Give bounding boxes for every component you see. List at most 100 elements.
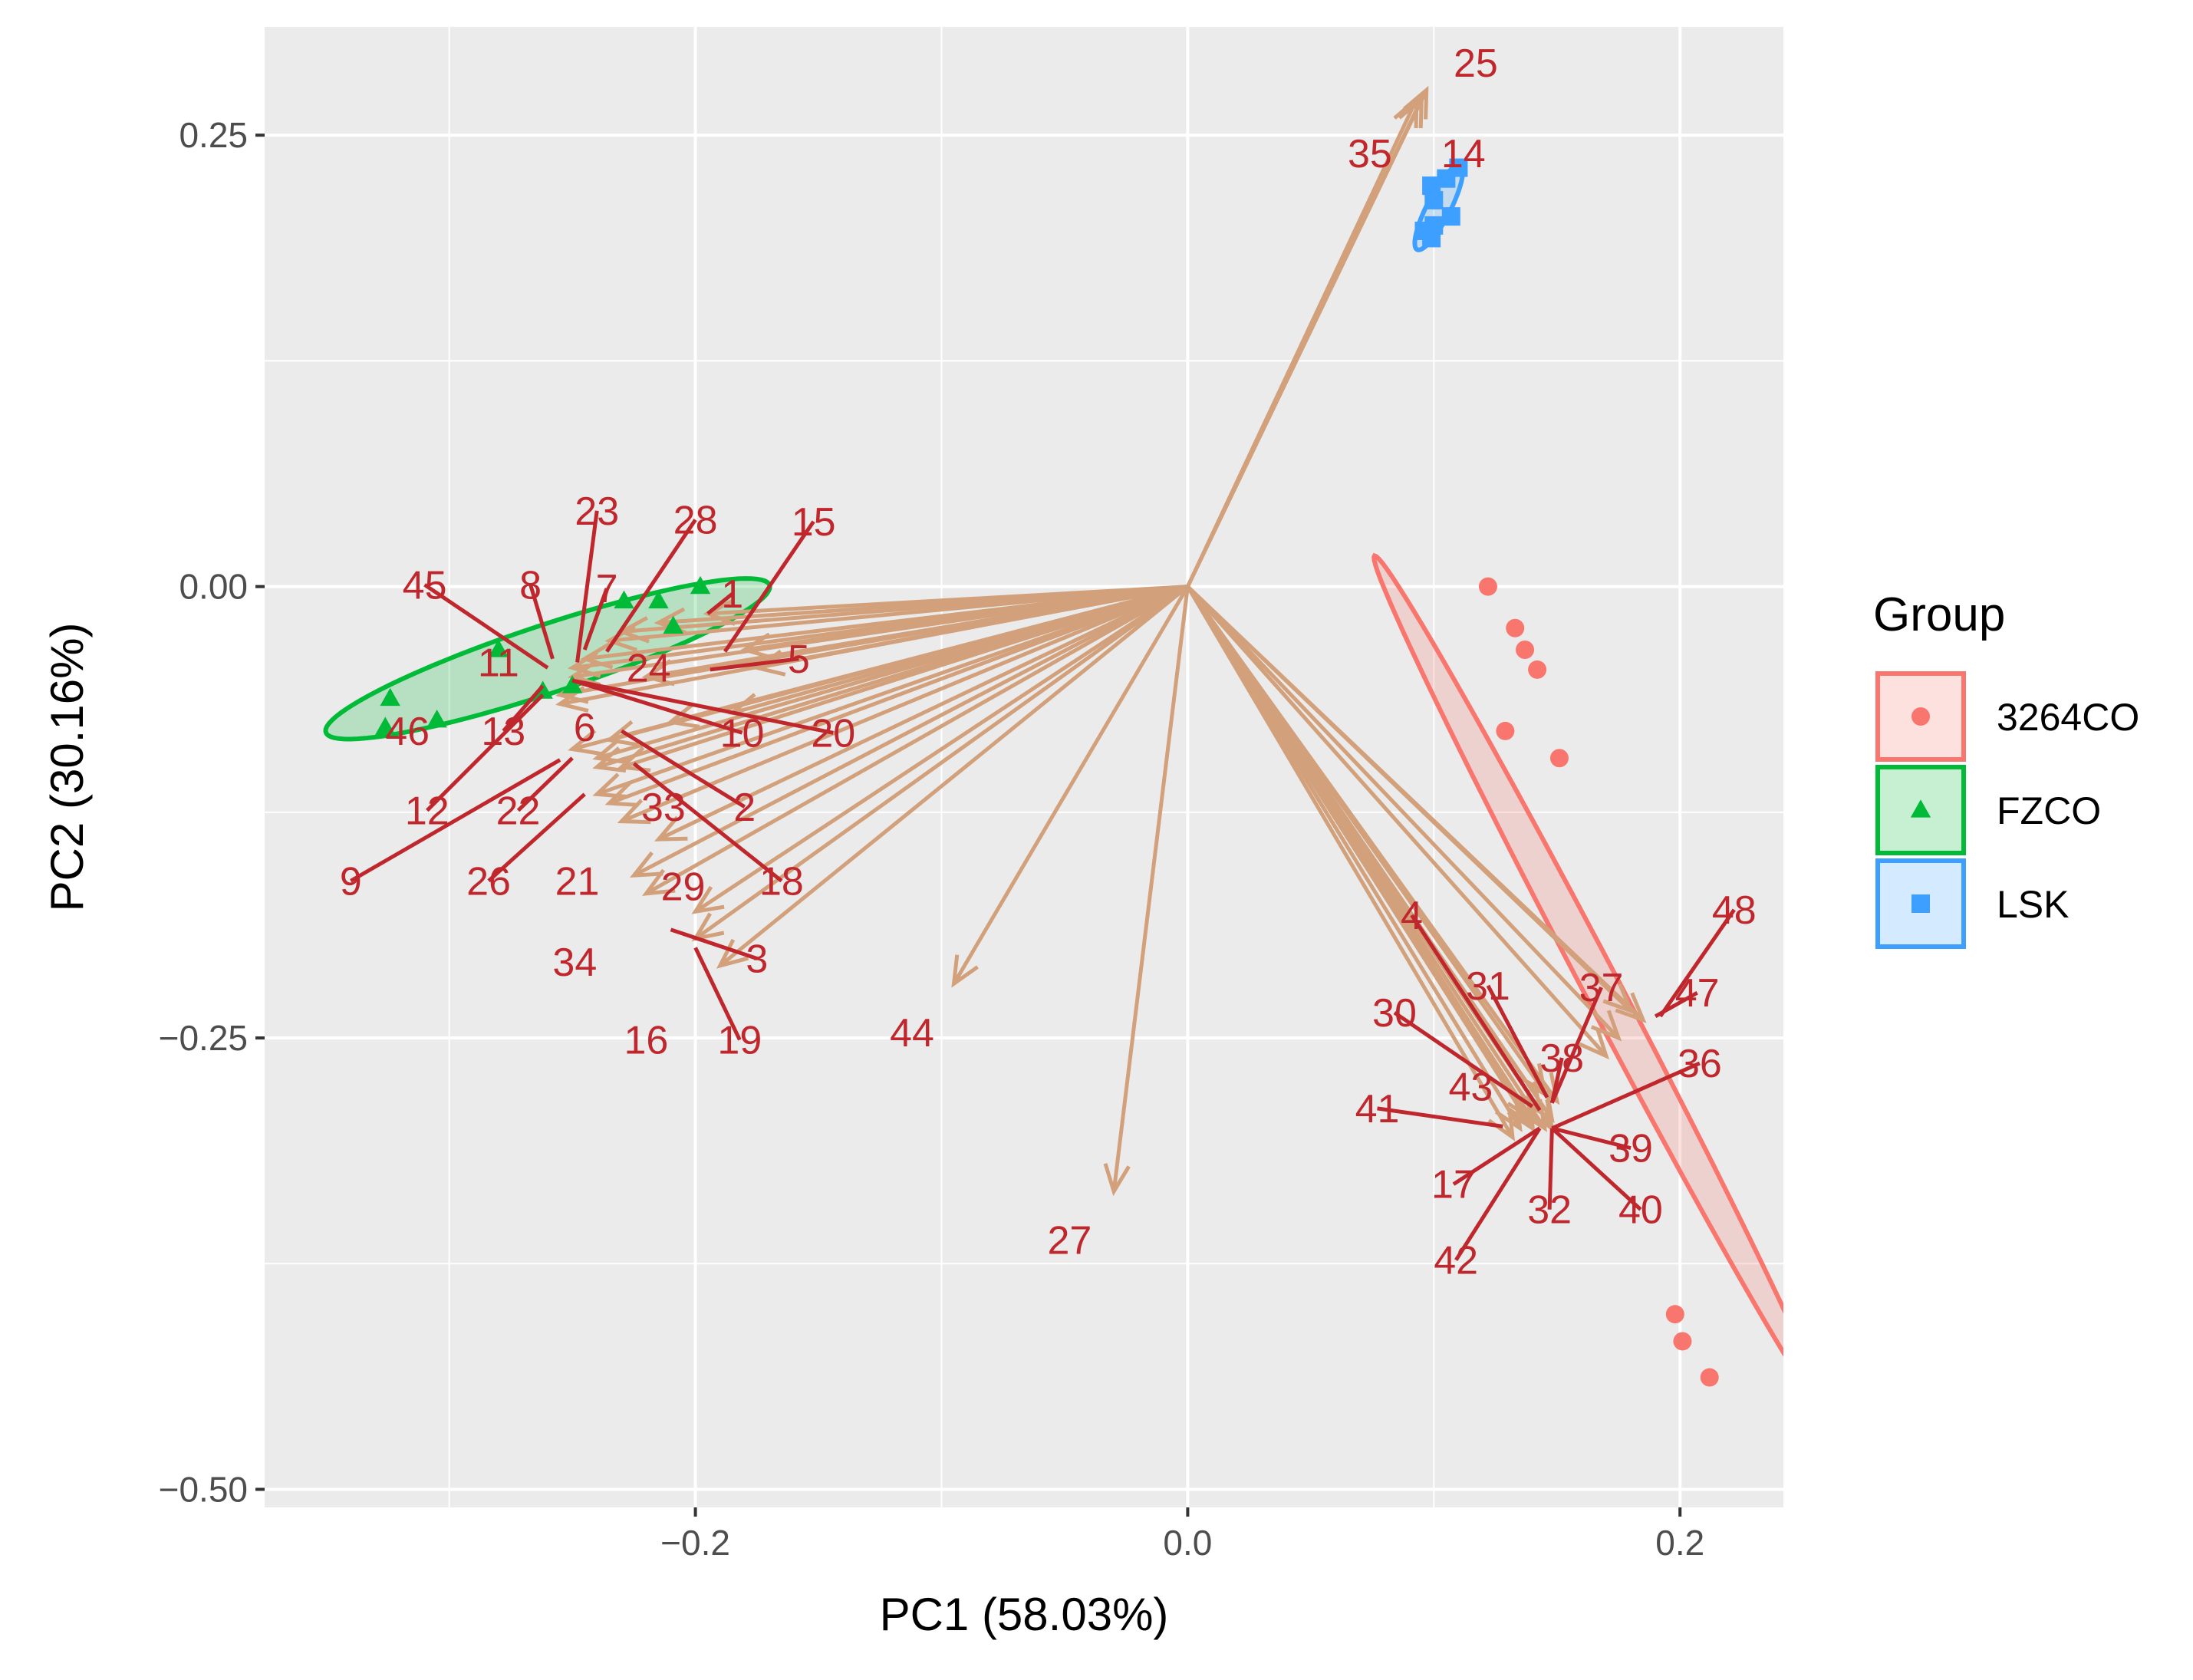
loading-arrowhead-44 bbox=[951, 954, 979, 988]
leader-line-17 bbox=[1452, 1126, 1541, 1186]
point-lsk bbox=[1441, 207, 1460, 226]
point-3264co bbox=[1549, 749, 1569, 768]
leader-line-42 bbox=[1454, 1127, 1542, 1261]
x-axis-title: PC1 (58.03%) bbox=[880, 1589, 1169, 1640]
legend-marker-lsk bbox=[1911, 894, 1930, 913]
loading-arrowhead-35 bbox=[1393, 94, 1419, 129]
variable-label-13: 13 bbox=[481, 710, 525, 754]
loading-arrowhead-12 bbox=[592, 746, 627, 773]
plot-panel bbox=[265, 27, 1783, 1507]
variable-label-6: 6 bbox=[574, 706, 596, 750]
variable-label-25: 25 bbox=[1454, 41, 1498, 86]
point-3264co bbox=[1528, 660, 1547, 679]
point-lsk bbox=[1424, 190, 1444, 209]
leader-line-22 bbox=[516, 756, 574, 812]
variable-label-34: 34 bbox=[552, 940, 597, 985]
point-3264co bbox=[1673, 1332, 1692, 1351]
point-3264co bbox=[1700, 1368, 1719, 1387]
variable-label-45: 45 bbox=[403, 563, 447, 608]
variable-label-1: 1 bbox=[721, 572, 743, 617]
leader-line-2 bbox=[621, 729, 746, 809]
y-tick-label: −0.50 bbox=[159, 1469, 248, 1509]
x-tick-label: −0.2 bbox=[660, 1523, 730, 1563]
leader-line-4 bbox=[1410, 914, 1542, 1112]
legend-label-lsk: LSK bbox=[1997, 883, 2070, 926]
loading-arrow-29 bbox=[633, 585, 1189, 878]
leader-line-18 bbox=[632, 762, 783, 883]
loading-arrow-22 bbox=[571, 585, 1189, 751]
leader-line-45 bbox=[423, 583, 549, 670]
variable-label-46: 46 bbox=[385, 710, 430, 754]
loading-arrow-38 bbox=[1186, 585, 1559, 1102]
loading-arrowhead-27 bbox=[1103, 1163, 1131, 1197]
variable-label-23: 23 bbox=[575, 489, 619, 534]
variable-label-15: 15 bbox=[792, 500, 836, 545]
variable-label-36: 36 bbox=[1678, 1042, 1722, 1086]
sample-points bbox=[375, 158, 1719, 1387]
loading-arrowhead-41 bbox=[1494, 1099, 1523, 1132]
loading-arrow-26 bbox=[608, 585, 1189, 805]
loading-arrow-33 bbox=[621, 585, 1189, 769]
legend-marker-3264co bbox=[1911, 707, 1930, 726]
loading-arrowhead-26 bbox=[604, 781, 639, 807]
variable-label-32: 32 bbox=[1527, 1188, 1572, 1233]
loading-arrow-44 bbox=[952, 585, 1190, 985]
point-fzco bbox=[375, 716, 396, 735]
y-tick-label: 0.00 bbox=[179, 567, 248, 607]
variable-label-11: 11 bbox=[478, 641, 519, 685]
leader-line-19 bbox=[693, 947, 742, 1041]
ellipse-3264co bbox=[1371, 552, 1783, 1357]
variable-label-29: 29 bbox=[661, 865, 706, 909]
leader-line-23 bbox=[575, 510, 599, 663]
leader-line-5 bbox=[710, 657, 799, 672]
leader-line-13 bbox=[502, 684, 545, 733]
variable-label-40: 40 bbox=[1618, 1188, 1663, 1233]
loading-arrow-43 bbox=[1186, 585, 1534, 1126]
leader-line-9 bbox=[350, 758, 561, 883]
grid-minor bbox=[265, 27, 1783, 1507]
label-leader-lines bbox=[350, 510, 1736, 1261]
legend-marker-fzco bbox=[1910, 799, 1931, 818]
leader-line-30 bbox=[1393, 1011, 1534, 1108]
variable-label-27: 27 bbox=[1047, 1219, 1092, 1263]
variable-label-2: 2 bbox=[733, 786, 756, 830]
leader-line-38 bbox=[1549, 1057, 1564, 1104]
point-3264co bbox=[1478, 577, 1497, 596]
legend-label-3264co: 3264CO bbox=[1997, 696, 2139, 739]
loading-arrow-16 bbox=[694, 585, 1189, 914]
loading-arrow-42 bbox=[1186, 585, 1515, 1138]
point-fzco bbox=[488, 639, 509, 657]
leader-line-36 bbox=[1551, 1061, 1701, 1131]
y-tick-labels: 0.25 0.00 −0.25 −0.50 bbox=[159, 115, 248, 1509]
variable-label-16: 16 bbox=[624, 1018, 668, 1062]
y-tick-label: 0.25 bbox=[179, 115, 248, 155]
loading-arrow-37 bbox=[1186, 585, 1620, 1039]
leader-line-26 bbox=[487, 792, 586, 883]
point-fzco bbox=[561, 675, 583, 693]
loading-arrowhead-1 bbox=[703, 598, 736, 626]
point-fzco bbox=[663, 615, 683, 634]
leader-line-28 bbox=[604, 519, 697, 653]
variable-label-22: 22 bbox=[496, 789, 541, 833]
y-axis-title: PC2 (30.16%) bbox=[41, 623, 93, 912]
loading-arrowhead-39 bbox=[1526, 1090, 1555, 1124]
point-fzco bbox=[648, 590, 669, 609]
loading-arrowhead-37 bbox=[1590, 1010, 1622, 1042]
axis-ticks bbox=[255, 133, 1682, 1517]
variable-label-30: 30 bbox=[1372, 991, 1417, 1036]
variable-label-20: 20 bbox=[811, 711, 855, 756]
variable-label-39: 39 bbox=[1609, 1127, 1653, 1171]
variable-label-8: 8 bbox=[519, 563, 542, 608]
loading-arrow-36 bbox=[1186, 585, 1608, 1058]
leader-line-15 bbox=[723, 520, 815, 653]
leader-line-39 bbox=[1551, 1126, 1632, 1151]
variable-label-26: 26 bbox=[466, 859, 511, 904]
leader-line-1 bbox=[706, 592, 734, 615]
variable-label-21: 21 bbox=[555, 859, 600, 904]
point-3264co bbox=[1665, 1305, 1684, 1324]
leader-line-48 bbox=[1658, 908, 1736, 1018]
loading-arrowhead-29 bbox=[629, 851, 663, 878]
loading-arrow-18 bbox=[657, 585, 1189, 842]
point-fzco bbox=[690, 575, 711, 595]
legend-label-fzco: FZCO bbox=[1997, 789, 2101, 832]
